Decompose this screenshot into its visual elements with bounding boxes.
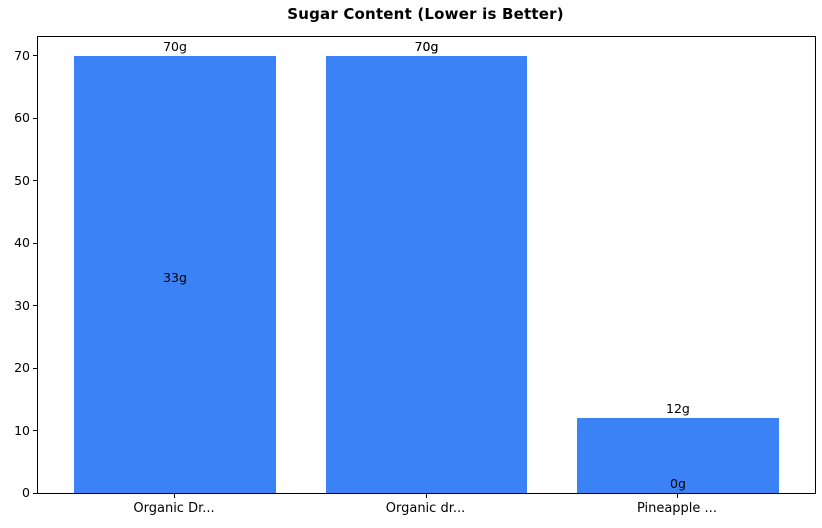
y-tick-mark — [33, 180, 37, 182]
bar-value-label: 70g — [414, 38, 439, 54]
x-tick-mark — [425, 494, 427, 498]
y-tick-mark — [33, 242, 37, 244]
x-tick-label: Pineapple ... — [636, 501, 717, 516]
y-tick-mark — [33, 305, 37, 307]
bar — [74, 286, 276, 493]
bar-value-label: 70g — [414, 38, 439, 54]
y-tick-label: 60 — [14, 110, 30, 126]
y-tick-mark — [33, 492, 37, 494]
y-tick-label: 20 — [14, 360, 30, 376]
x-tick-label: Organic dr... — [385, 501, 466, 516]
bar — [577, 418, 779, 493]
x-tick-mark — [676, 494, 678, 498]
x-tick-label: Organic Dr... — [133, 501, 215, 516]
x-tick-mark — [174, 494, 176, 498]
y-tick-mark — [33, 55, 37, 57]
y-tick-label: 30 — [14, 297, 30, 313]
y-tick-label: 0 — [22, 485, 30, 500]
bar — [325, 55, 528, 493]
chart-title: Sugar Content (Lower is Better) — [287, 5, 564, 23]
y-tick-mark — [33, 117, 37, 119]
y-tick-label: 10 — [14, 422, 30, 438]
bar-value-label: 0g — [670, 476, 686, 491]
y-tick-mark — [33, 430, 37, 432]
y-tick-label: 70 — [14, 47, 30, 63]
bar-value-label: 33g — [163, 269, 187, 285]
y-tick-label: 40 — [14, 235, 30, 251]
bar-value-label: 70g — [163, 38, 187, 54]
y-tick-mark — [33, 367, 37, 369]
y-tick-label: 50 — [14, 172, 30, 188]
bar-value-label: 12g — [666, 401, 690, 417]
plot-area: 70g 33g 70g 70g 12g 0g — [33, 36, 816, 494]
